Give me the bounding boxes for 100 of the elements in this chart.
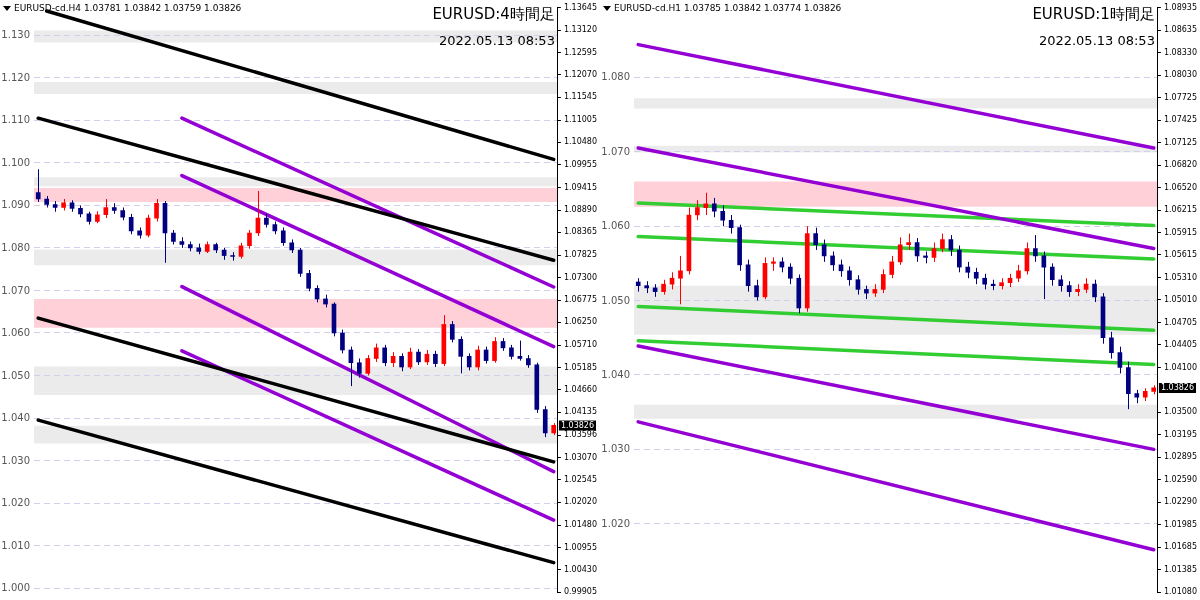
y-tick-label: 1.050: [601, 294, 631, 306]
y2-tick-label: 1.09955: [563, 159, 598, 169]
candlestick: [1142, 387, 1148, 402]
candlestick: [906, 233, 911, 251]
y-tick-label: 1.110: [1, 114, 31, 126]
candlestick: [230, 251, 235, 262]
y2-tick-label: 1.12595: [563, 47, 598, 57]
y-tick-label: 1.030: [601, 443, 631, 455]
y-tick-label: 1.050: [1, 369, 31, 381]
candlestick: [1134, 389, 1140, 404]
y2-tick-label: 1.06820: [1163, 160, 1198, 170]
y2-tick-label: 1.05710: [563, 340, 598, 350]
y2-tick-label: 1.03195: [1163, 429, 1198, 439]
candlestick: [120, 206, 126, 221]
y2-tick-label: 1.08330: [1163, 47, 1198, 57]
y2-tick-label: 1.04135: [563, 407, 598, 417]
y2-tick-label: 1.07300: [563, 272, 598, 282]
y2-tick-label: 1.04405: [1163, 339, 1198, 349]
candlestick: [204, 241, 210, 254]
y-tick-label: 1.000: [1, 582, 31, 594]
text: 2022.05.13 08:53: [1038, 32, 1155, 48]
y2-tick-label: 1.00955: [563, 542, 598, 552]
candlestick: [61, 198, 66, 211]
y2-tick-label: 1.05010: [1163, 294, 1198, 304]
candlestick: [1016, 264, 1021, 283]
y2-tick-label: 1.01685: [1163, 542, 1198, 552]
y2-tick-label: 1.01080: [1163, 587, 1198, 597]
candlestick: [1058, 274, 1064, 293]
y2-tick-label: 1.04705: [1163, 317, 1198, 327]
chart-title: EURUSD:1時間足: [1032, 5, 1155, 24]
y-tick-label: 1.080: [601, 71, 631, 83]
y2-tick-label: 1.02590: [1163, 474, 1198, 484]
y-tick-label: 1.090: [1, 199, 31, 211]
y2-tick-label: 1.10480: [563, 137, 598, 147]
y2-tick-label: 1.01385: [1163, 564, 1198, 574]
y2-tick-label: 1.01985: [1163, 519, 1198, 529]
y-tick-label: 1.040: [1, 412, 31, 424]
annotation: EURUSD-cd.H4 1.03781 1.03842 1.03759 1.03826: [14, 2, 242, 13]
y2-tick-label: 1.08890: [563, 205, 598, 215]
y-tick-label: 1.010: [1, 539, 31, 551]
y2-tick-label: 1.07725: [1163, 92, 1198, 102]
y2-tick-label: 1.02895: [1163, 452, 1198, 462]
y2-tick-label: 1.02290: [1163, 497, 1198, 507]
y-tick-label: 1.080: [1, 241, 31, 253]
y2-tick-label: 1.01480: [563, 520, 598, 530]
y-tick-label: 1.020: [601, 517, 631, 529]
y2-tick-label: 1.02020: [563, 497, 598, 507]
candlestick: [357, 357, 362, 379]
candlestick: [973, 267, 979, 285]
y2-tick-label: 1.05915: [1163, 227, 1198, 237]
candlestick: [678, 255, 683, 305]
candlestick: [644, 280, 650, 294]
y2-tick-label: 1.02545: [563, 474, 598, 484]
y2-tick-label: 1.00430: [563, 564, 598, 574]
y2-tick-label: 1.03596: [563, 430, 598, 440]
y-tick-label: 1.100: [1, 156, 31, 168]
y2-tick-label: 1.08635: [1163, 25, 1198, 35]
y2-tick-label: 1.07825: [563, 250, 598, 260]
y-tick-label: 1.120: [1, 71, 31, 83]
text: 1.03826: [1160, 383, 1195, 393]
y2-tick-label: 1.06215: [1163, 205, 1198, 215]
y2-tick-label: 1.07125: [1163, 137, 1198, 147]
y2-tick-label: 1.03500: [1163, 407, 1198, 417]
annotation: EURUSD-cd.H1 1.03785 1.03842 1.03774 1.03826: [614, 2, 842, 13]
y2-tick-label: 1.05185: [563, 362, 598, 372]
y2-tick-label: 1.08365: [563, 227, 598, 237]
y2-tick-label: 1.06520: [1163, 182, 1198, 192]
y2-tick-label: 1.03070: [563, 452, 598, 462]
candlestick: [111, 202, 117, 215]
y-tick-label: 1.020: [1, 497, 31, 509]
candlestick: [982, 273, 988, 290]
y-tick-label: 1.060: [601, 220, 631, 232]
y2-tick-label: 1.05310: [1163, 272, 1198, 282]
y2-tick-label: 0.99905: [563, 587, 598, 597]
y-tick-label: 1.070: [601, 145, 631, 157]
y2-tick-label: 1.13645: [563, 2, 598, 12]
y-tick-label: 1.070: [1, 284, 31, 296]
y2-tick-label: 1.06250: [563, 317, 598, 327]
y2-tick-label: 1.07425: [1163, 115, 1198, 125]
y2-tick-label: 1.11005: [563, 115, 598, 125]
y2-tick-label: 1.04660: [563, 385, 598, 395]
y2-tick-label: 1.08935: [1163, 2, 1198, 12]
candlestick: [999, 277, 1004, 290]
y-tick-label: 1.130: [1, 29, 31, 41]
y2-tick-label: 1.08030: [1163, 70, 1198, 80]
text: 2022.05.13 08:53: [438, 32, 555, 48]
candlestick: [1066, 280, 1072, 298]
y2-tick-label: 1.09415: [563, 182, 598, 192]
text: 1.03826: [560, 421, 595, 431]
y-tick-label: 1.040: [601, 369, 631, 381]
y2-tick-label: 1.05615: [1163, 249, 1198, 259]
y2-tick-label: 1.12070: [563, 69, 598, 79]
candlestick: [95, 210, 100, 224]
y2-tick-label: 1.06775: [563, 295, 598, 305]
chart-title: EURUSD:4時間足: [432, 5, 555, 24]
y-tick-label: 1.060: [1, 327, 31, 339]
y-tick-label: 1.030: [1, 454, 31, 466]
y2-tick-label: 1.13120: [563, 25, 598, 35]
y2-tick-label: 1.04100: [1163, 362, 1198, 372]
y2-tick-label: 1.11545: [563, 92, 598, 102]
